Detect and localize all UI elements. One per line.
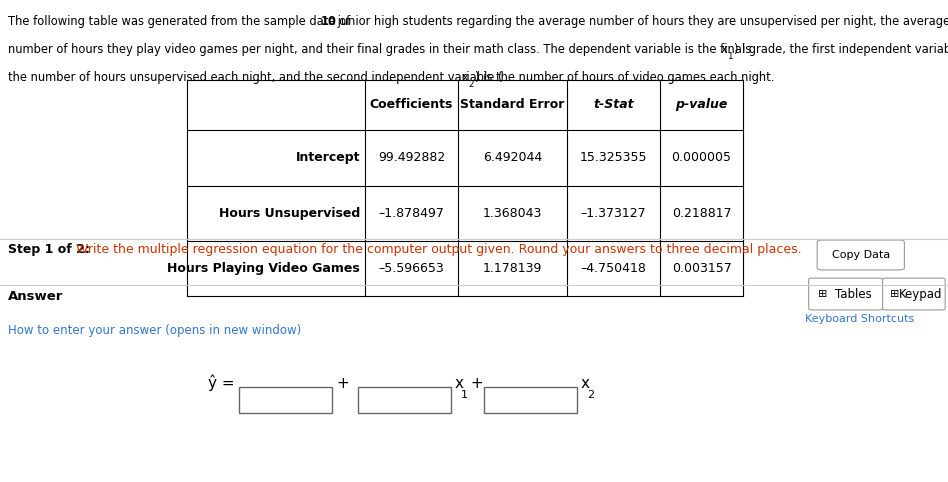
Text: Standard Error: Standard Error xyxy=(460,98,565,111)
Bar xyxy=(358,387,451,413)
Bar xyxy=(484,387,577,413)
Text: 2: 2 xyxy=(587,390,594,400)
Text: junior high students regarding the average number of hours they are unsupervised: junior high students regarding the avera… xyxy=(334,15,948,28)
FancyBboxPatch shape xyxy=(809,278,883,310)
Text: 1: 1 xyxy=(727,52,733,61)
Text: x: x xyxy=(454,375,463,391)
Text: Hours Playing Video Games: Hours Playing Video Games xyxy=(168,262,360,275)
Text: x: x xyxy=(580,375,589,391)
Text: Keypad: Keypad xyxy=(899,288,942,300)
Text: –1.373127: –1.373127 xyxy=(580,207,647,220)
Text: Step 1 of 2:: Step 1 of 2: xyxy=(8,243,89,256)
Text: 15.325355: 15.325355 xyxy=(579,151,647,164)
Text: ⊞: ⊞ xyxy=(890,289,900,299)
Text: ) is the number of hours of video games each night.: ) is the number of hours of video games … xyxy=(475,71,775,84)
Text: x: x xyxy=(720,43,727,56)
Text: p-value: p-value xyxy=(675,98,728,111)
Text: 99.492882: 99.492882 xyxy=(378,151,445,164)
FancyBboxPatch shape xyxy=(883,278,945,310)
Text: ⊞: ⊞ xyxy=(818,289,828,299)
FancyBboxPatch shape xyxy=(817,240,904,270)
Text: 1.368043: 1.368043 xyxy=(483,207,542,220)
Text: Coefficients: Coefficients xyxy=(370,98,453,111)
Text: How to enter your answer (opens in new window): How to enter your answer (opens in new w… xyxy=(8,324,301,337)
Text: the number of hours unsupervised each night, and the second independent variable: the number of hours unsupervised each ni… xyxy=(8,71,502,84)
Text: ) is: ) is xyxy=(734,43,751,56)
Text: 1.178139: 1.178139 xyxy=(483,262,542,275)
Text: Tables: Tables xyxy=(835,288,871,300)
Text: +: + xyxy=(466,375,484,391)
Text: number of hours they play video games per night, and their final grades in their: number of hours they play video games pe… xyxy=(8,43,948,56)
Text: –4.750418: –4.750418 xyxy=(580,262,647,275)
Text: Write the multiple regression equation for the computer output given. Round your: Write the multiple regression equation f… xyxy=(72,243,802,256)
Text: 2: 2 xyxy=(468,80,474,89)
Text: 0.000005: 0.000005 xyxy=(671,151,732,164)
Text: Copy Data: Copy Data xyxy=(831,250,890,260)
Text: 0.003157: 0.003157 xyxy=(671,262,732,275)
Text: 0.218817: 0.218817 xyxy=(672,207,731,220)
Text: –1.878497: –1.878497 xyxy=(378,207,445,220)
Text: Keyboard Shortcuts: Keyboard Shortcuts xyxy=(805,314,914,324)
Text: The following table was generated from the sample data of: The following table was generated from t… xyxy=(8,15,354,28)
Bar xyxy=(239,387,332,413)
Text: Answer: Answer xyxy=(8,290,63,303)
Text: 10: 10 xyxy=(320,15,337,28)
Text: ŷ =: ŷ = xyxy=(209,375,235,391)
Text: Hours Unsupervised: Hours Unsupervised xyxy=(219,207,360,220)
Text: –5.596653: –5.596653 xyxy=(378,262,445,275)
Text: x: x xyxy=(462,71,468,84)
Text: 1: 1 xyxy=(461,390,467,400)
Text: 6.492044: 6.492044 xyxy=(483,151,542,164)
Text: t-Stat: t-Stat xyxy=(593,98,633,111)
Text: +: + xyxy=(337,375,350,391)
Text: Intercept: Intercept xyxy=(296,151,360,164)
